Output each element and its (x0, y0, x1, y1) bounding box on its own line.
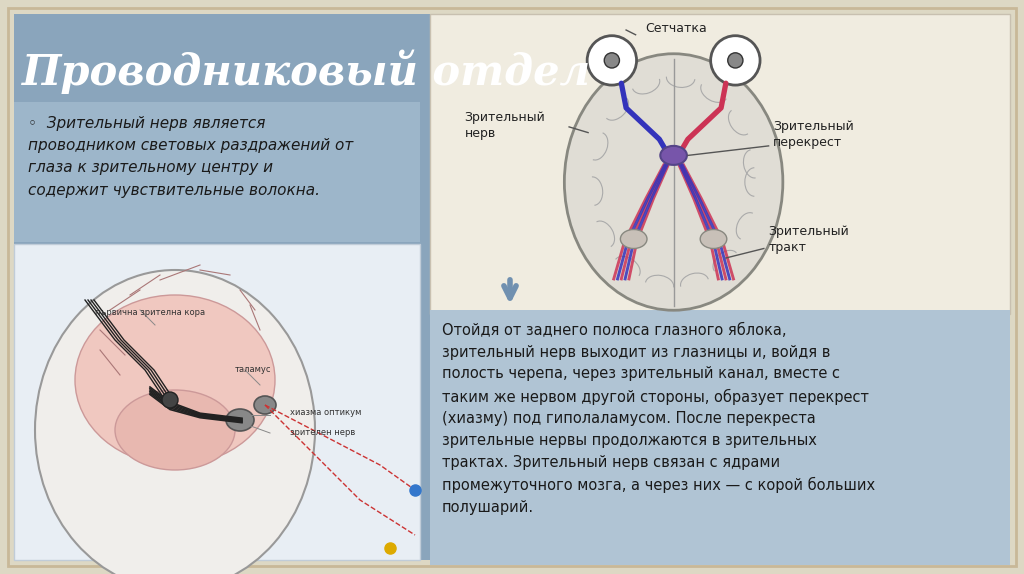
Bar (430, 14, 1010, 314)
Bar (14, 244, 420, 560)
Text: таламус: таламус (234, 365, 271, 374)
Ellipse shape (621, 230, 647, 249)
Ellipse shape (35, 270, 315, 574)
Text: Зрительный
перекрест: Зрительный перекрест (773, 120, 854, 149)
Bar (14, 102, 420, 242)
Text: Зрительный
нерв: Зрительный нерв (465, 111, 546, 139)
Ellipse shape (75, 295, 275, 465)
Text: хиазма оптикум: хиазма оптикум (290, 408, 361, 417)
Circle shape (711, 36, 760, 85)
Text: Отойдя от заднего полюса глазного яблока,
зрительный нерв выходит из глазницы и,: Отойдя от заднего полюса глазного яблока… (442, 323, 876, 514)
Text: първична зрителна кора: първична зрителна кора (95, 308, 205, 317)
Ellipse shape (700, 230, 727, 249)
Text: зрителен нерв: зрителен нерв (290, 428, 355, 437)
Bar (430, 310, 1010, 565)
Ellipse shape (254, 396, 276, 414)
Circle shape (162, 392, 178, 408)
FancyArrowPatch shape (504, 280, 516, 298)
Ellipse shape (564, 54, 783, 311)
Circle shape (587, 36, 637, 85)
Ellipse shape (115, 390, 234, 470)
Text: Зрительный
тракт: Зрительный тракт (769, 224, 849, 254)
Text: Сетчатка: Сетчатка (645, 22, 707, 36)
Ellipse shape (226, 409, 254, 431)
Circle shape (604, 53, 620, 68)
Ellipse shape (660, 146, 687, 165)
Text: ◦  Зрительный нерв является
проводником световых раздражений от
глаза к зрительн: ◦ Зрительный нерв является проводником с… (28, 116, 353, 197)
Text: Проводниковый отдел: Проводниковый отдел (22, 50, 591, 94)
Circle shape (728, 53, 743, 68)
